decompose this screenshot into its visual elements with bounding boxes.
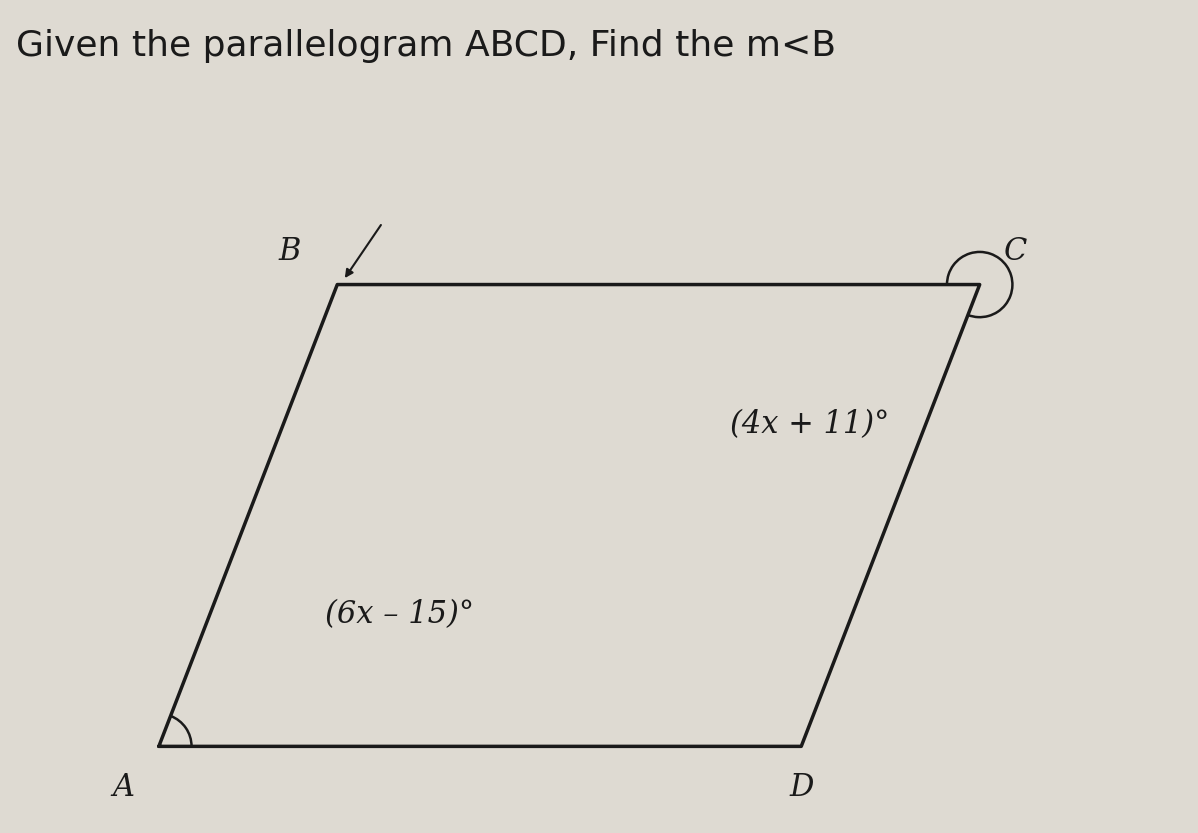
Text: B: B (278, 236, 301, 267)
Text: D: D (789, 772, 813, 803)
Text: Given the parallelogram ABCD, Find the m<B: Given the parallelogram ABCD, Find the m… (16, 29, 836, 63)
Text: C: C (1004, 236, 1027, 267)
Text: A: A (113, 772, 134, 803)
Text: (4x + 11)°: (4x + 11)° (730, 409, 889, 441)
Text: (6x – 15)°: (6x – 15)° (326, 599, 474, 630)
